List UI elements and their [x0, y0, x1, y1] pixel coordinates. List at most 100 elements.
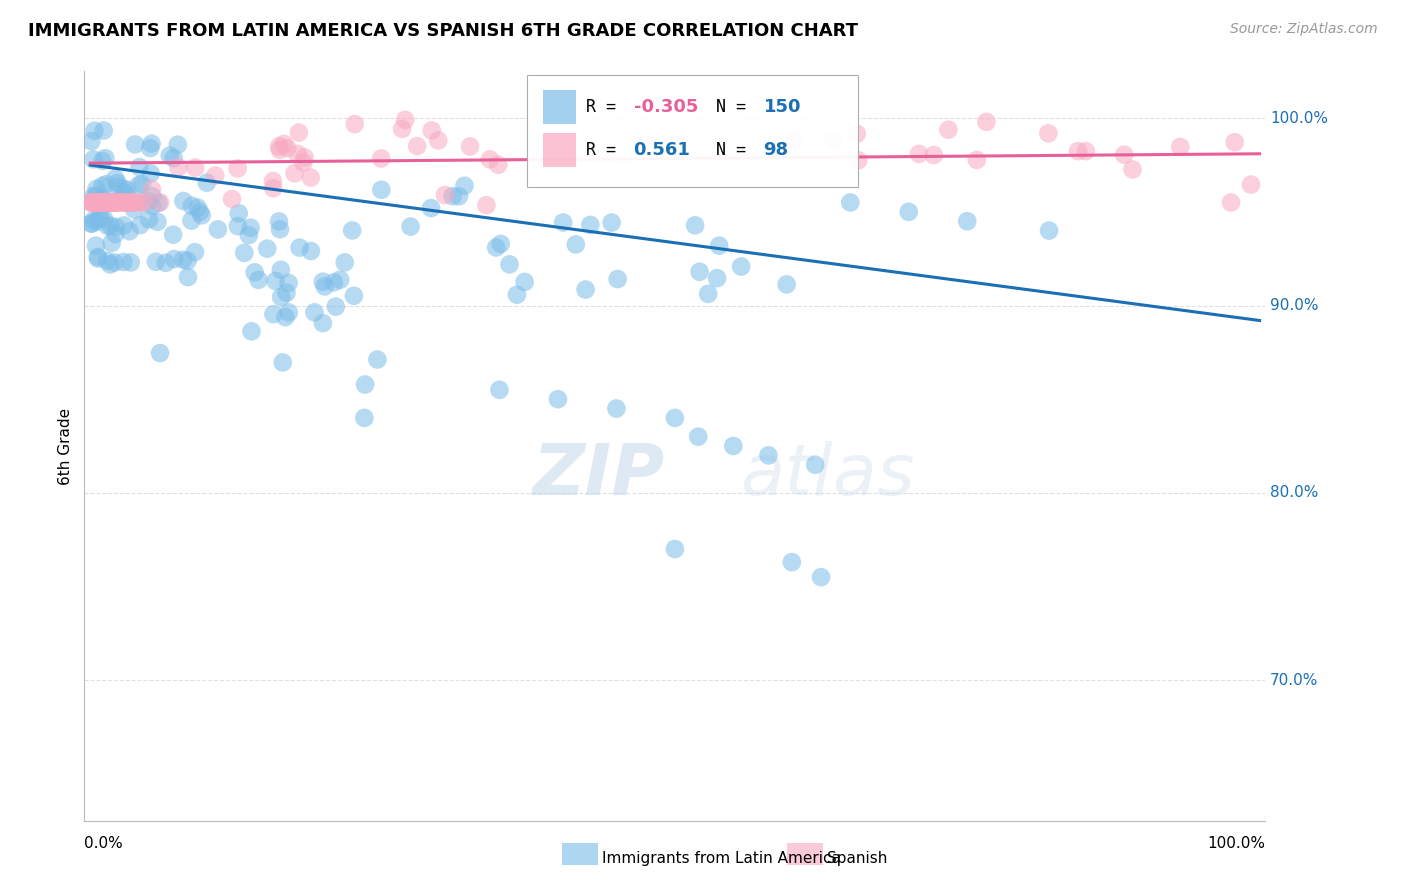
Spanish: [1067, 144, 1090, 158]
Immigrants from Latin America: [506, 287, 529, 301]
Spanish: [114, 195, 136, 210]
Spanish: [299, 170, 322, 185]
Immigrants from Latin America: [276, 285, 298, 300]
Spanish: [83, 195, 105, 210]
Spanish: [111, 195, 134, 210]
Spanish: [391, 122, 413, 136]
Immigrants from Latin America: [100, 219, 122, 233]
Immigrants from Latin America: [83, 124, 105, 138]
Immigrants from Latin America: [897, 205, 920, 219]
Spanish: [80, 195, 103, 210]
Spanish: [89, 195, 111, 210]
Immigrants from Latin America: [115, 183, 138, 197]
Spanish: [107, 195, 129, 210]
Immigrants from Latin America: [114, 186, 136, 200]
Immigrants from Latin America: [420, 201, 443, 215]
Immigrants from Latin America: [87, 252, 110, 266]
Immigrants from Latin America: [513, 275, 536, 289]
Immigrants from Latin America: [547, 392, 569, 407]
Immigrants from Latin America: [262, 307, 284, 321]
Spanish: [1074, 144, 1097, 158]
Immigrants from Latin America: [148, 195, 170, 210]
Immigrants from Latin America: [80, 217, 103, 231]
Spanish: [226, 161, 249, 176]
Immigrants from Latin America: [1038, 224, 1060, 238]
Spanish: [823, 134, 845, 148]
Spanish: [89, 195, 111, 210]
Immigrants from Latin America: [94, 151, 117, 165]
Spanish: [103, 195, 125, 210]
Immigrants from Latin America: [91, 178, 114, 193]
Spanish: [100, 195, 122, 210]
Immigrants from Latin America: [277, 305, 299, 319]
Spanish: [370, 152, 392, 166]
Immigrants from Latin America: [91, 192, 114, 206]
Immigrants from Latin America: [96, 177, 118, 191]
Immigrants from Latin America: [118, 224, 141, 238]
Immigrants from Latin America: [706, 271, 728, 285]
Text: 70.0%: 70.0%: [1270, 673, 1319, 688]
Spanish: [90, 195, 112, 210]
Immigrants from Latin America: [172, 252, 194, 267]
Immigrants from Latin America: [312, 316, 335, 330]
Immigrants from Latin America: [270, 290, 292, 304]
Immigrants from Latin America: [683, 219, 706, 233]
Immigrants from Latin America: [163, 151, 186, 165]
Immigrants from Latin America: [605, 401, 627, 416]
Spanish: [86, 195, 108, 210]
Text: N =: N =: [716, 98, 756, 116]
Immigrants from Latin America: [103, 255, 125, 269]
Immigrants from Latin America: [579, 218, 602, 232]
Immigrants from Latin America: [810, 570, 832, 584]
Spanish: [458, 139, 481, 153]
Immigrants from Latin America: [664, 410, 686, 425]
Immigrants from Latin America: [89, 211, 111, 225]
Immigrants from Latin America: [93, 123, 115, 137]
Immigrants from Latin America: [274, 310, 297, 325]
Text: 80.0%: 80.0%: [1270, 485, 1319, 500]
Immigrants from Latin America: [264, 274, 287, 288]
Spanish: [846, 153, 869, 168]
Spanish: [125, 195, 148, 210]
Immigrants from Latin America: [141, 136, 163, 151]
Immigrants from Latin America: [96, 254, 118, 268]
Immigrants from Latin America: [100, 235, 122, 250]
Spanish: [427, 133, 450, 147]
Spanish: [104, 195, 127, 210]
Text: 98: 98: [763, 141, 789, 159]
Spanish: [124, 195, 146, 210]
Immigrants from Latin America: [139, 141, 162, 155]
Immigrants from Latin America: [299, 244, 322, 258]
Immigrants from Latin America: [207, 222, 229, 236]
Spanish: [86, 195, 108, 210]
Immigrants from Latin America: [247, 273, 270, 287]
Spanish: [141, 182, 163, 196]
Spanish: [273, 136, 295, 151]
Spanish: [114, 195, 136, 210]
Spanish: [221, 192, 243, 206]
Immigrants from Latin America: [105, 219, 128, 234]
Immigrants from Latin America: [128, 178, 150, 193]
Spanish: [292, 155, 315, 169]
Spanish: [288, 126, 311, 140]
Immigrants from Latin America: [84, 189, 107, 203]
Spanish: [94, 195, 117, 210]
Immigrants from Latin America: [956, 214, 979, 228]
Immigrants from Latin America: [329, 273, 352, 287]
Immigrants from Latin America: [723, 439, 745, 453]
Spanish: [845, 127, 868, 141]
Immigrants from Latin America: [488, 383, 510, 397]
Immigrants from Latin America: [775, 277, 797, 292]
Immigrants from Latin America: [399, 219, 422, 234]
Immigrants from Latin America: [354, 377, 377, 392]
Spanish: [167, 161, 190, 175]
Spanish: [262, 174, 284, 188]
Immigrants from Latin America: [688, 430, 710, 444]
Immigrants from Latin America: [565, 237, 588, 252]
Immigrants from Latin America: [83, 213, 105, 227]
Spanish: [420, 123, 443, 137]
Immigrants from Latin America: [97, 219, 120, 233]
Spanish: [96, 195, 118, 210]
Immigrants from Latin America: [600, 216, 623, 230]
Immigrants from Latin America: [87, 250, 110, 264]
